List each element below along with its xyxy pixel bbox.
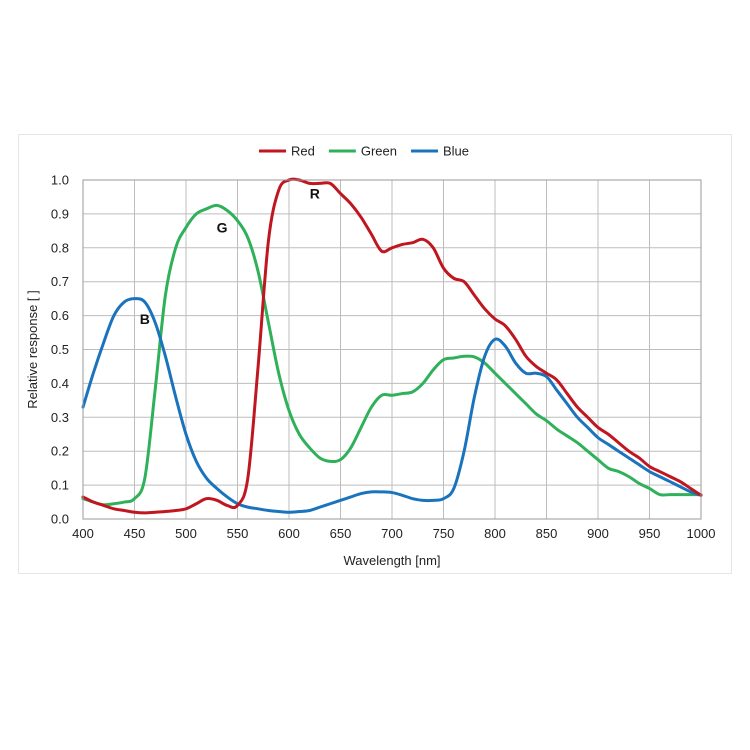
curve-label-b: B <box>140 311 150 327</box>
legend-label-blue: Blue <box>443 144 469 159</box>
legend: Red Green Blue <box>259 144 469 159</box>
annotations: R G B <box>140 186 320 327</box>
spectral-response-chart: 400 450 500 550 600 650 700 750 800 850 900 950 1000… <box>25 144 715 569</box>
series-line-red <box>81 177 703 515</box>
curve-label-g: G <box>217 220 228 236</box>
x-tick-label: 450 <box>124 526 146 541</box>
y-tick-label: 0.9 <box>51 206 69 221</box>
y-tick-label: 0.5 <box>51 342 69 357</box>
x-tick-label: 700 <box>381 526 403 541</box>
x-tick-label: 500 <box>175 526 197 541</box>
x-tick-label: 600 <box>278 526 300 541</box>
axes: 400 450 500 550 600 650 700 750 800 850 900 950 1000… <box>25 173 715 569</box>
chart-frame: 400 450 500 550 600 650 700 750 800 850 900 950 1000… <box>18 134 732 574</box>
x-tick-label: 1000 <box>687 526 716 541</box>
y-tick-label: 0.0 <box>51 512 69 527</box>
series-line-blue <box>81 297 703 514</box>
x-tick-label: 850 <box>536 526 558 541</box>
curve-label-r: R <box>310 186 320 202</box>
legend-label-green: Green <box>361 144 397 159</box>
x-axis-title: Wavelength [nm] <box>343 553 440 568</box>
x-tick-label: 950 <box>639 526 661 541</box>
y-tick-label: 0.7 <box>51 274 69 289</box>
x-tick-label: 750 <box>433 526 455 541</box>
legend-label-red: Red <box>291 144 315 159</box>
y-axis-title: Relative response [ ] <box>25 290 40 409</box>
x-tick-label: 550 <box>227 526 249 541</box>
series-lines <box>81 177 703 515</box>
x-tick-label: 400 <box>72 526 94 541</box>
y-tick-label: 1.0 <box>51 173 69 188</box>
y-tick-label: 0.3 <box>51 410 69 425</box>
series-line-green <box>81 203 703 507</box>
x-tick-label: 650 <box>330 526 352 541</box>
y-tick-label: 0.2 <box>51 444 69 459</box>
plot-area-border <box>82 179 702 520</box>
y-tick-label: 0.8 <box>51 240 69 255</box>
y-tick-label: 0.1 <box>51 478 69 493</box>
x-tick-label: 800 <box>484 526 506 541</box>
y-tick-label: 0.4 <box>51 376 69 391</box>
y-tick-label: 0.6 <box>51 308 69 323</box>
x-tick-label: 900 <box>587 526 609 541</box>
